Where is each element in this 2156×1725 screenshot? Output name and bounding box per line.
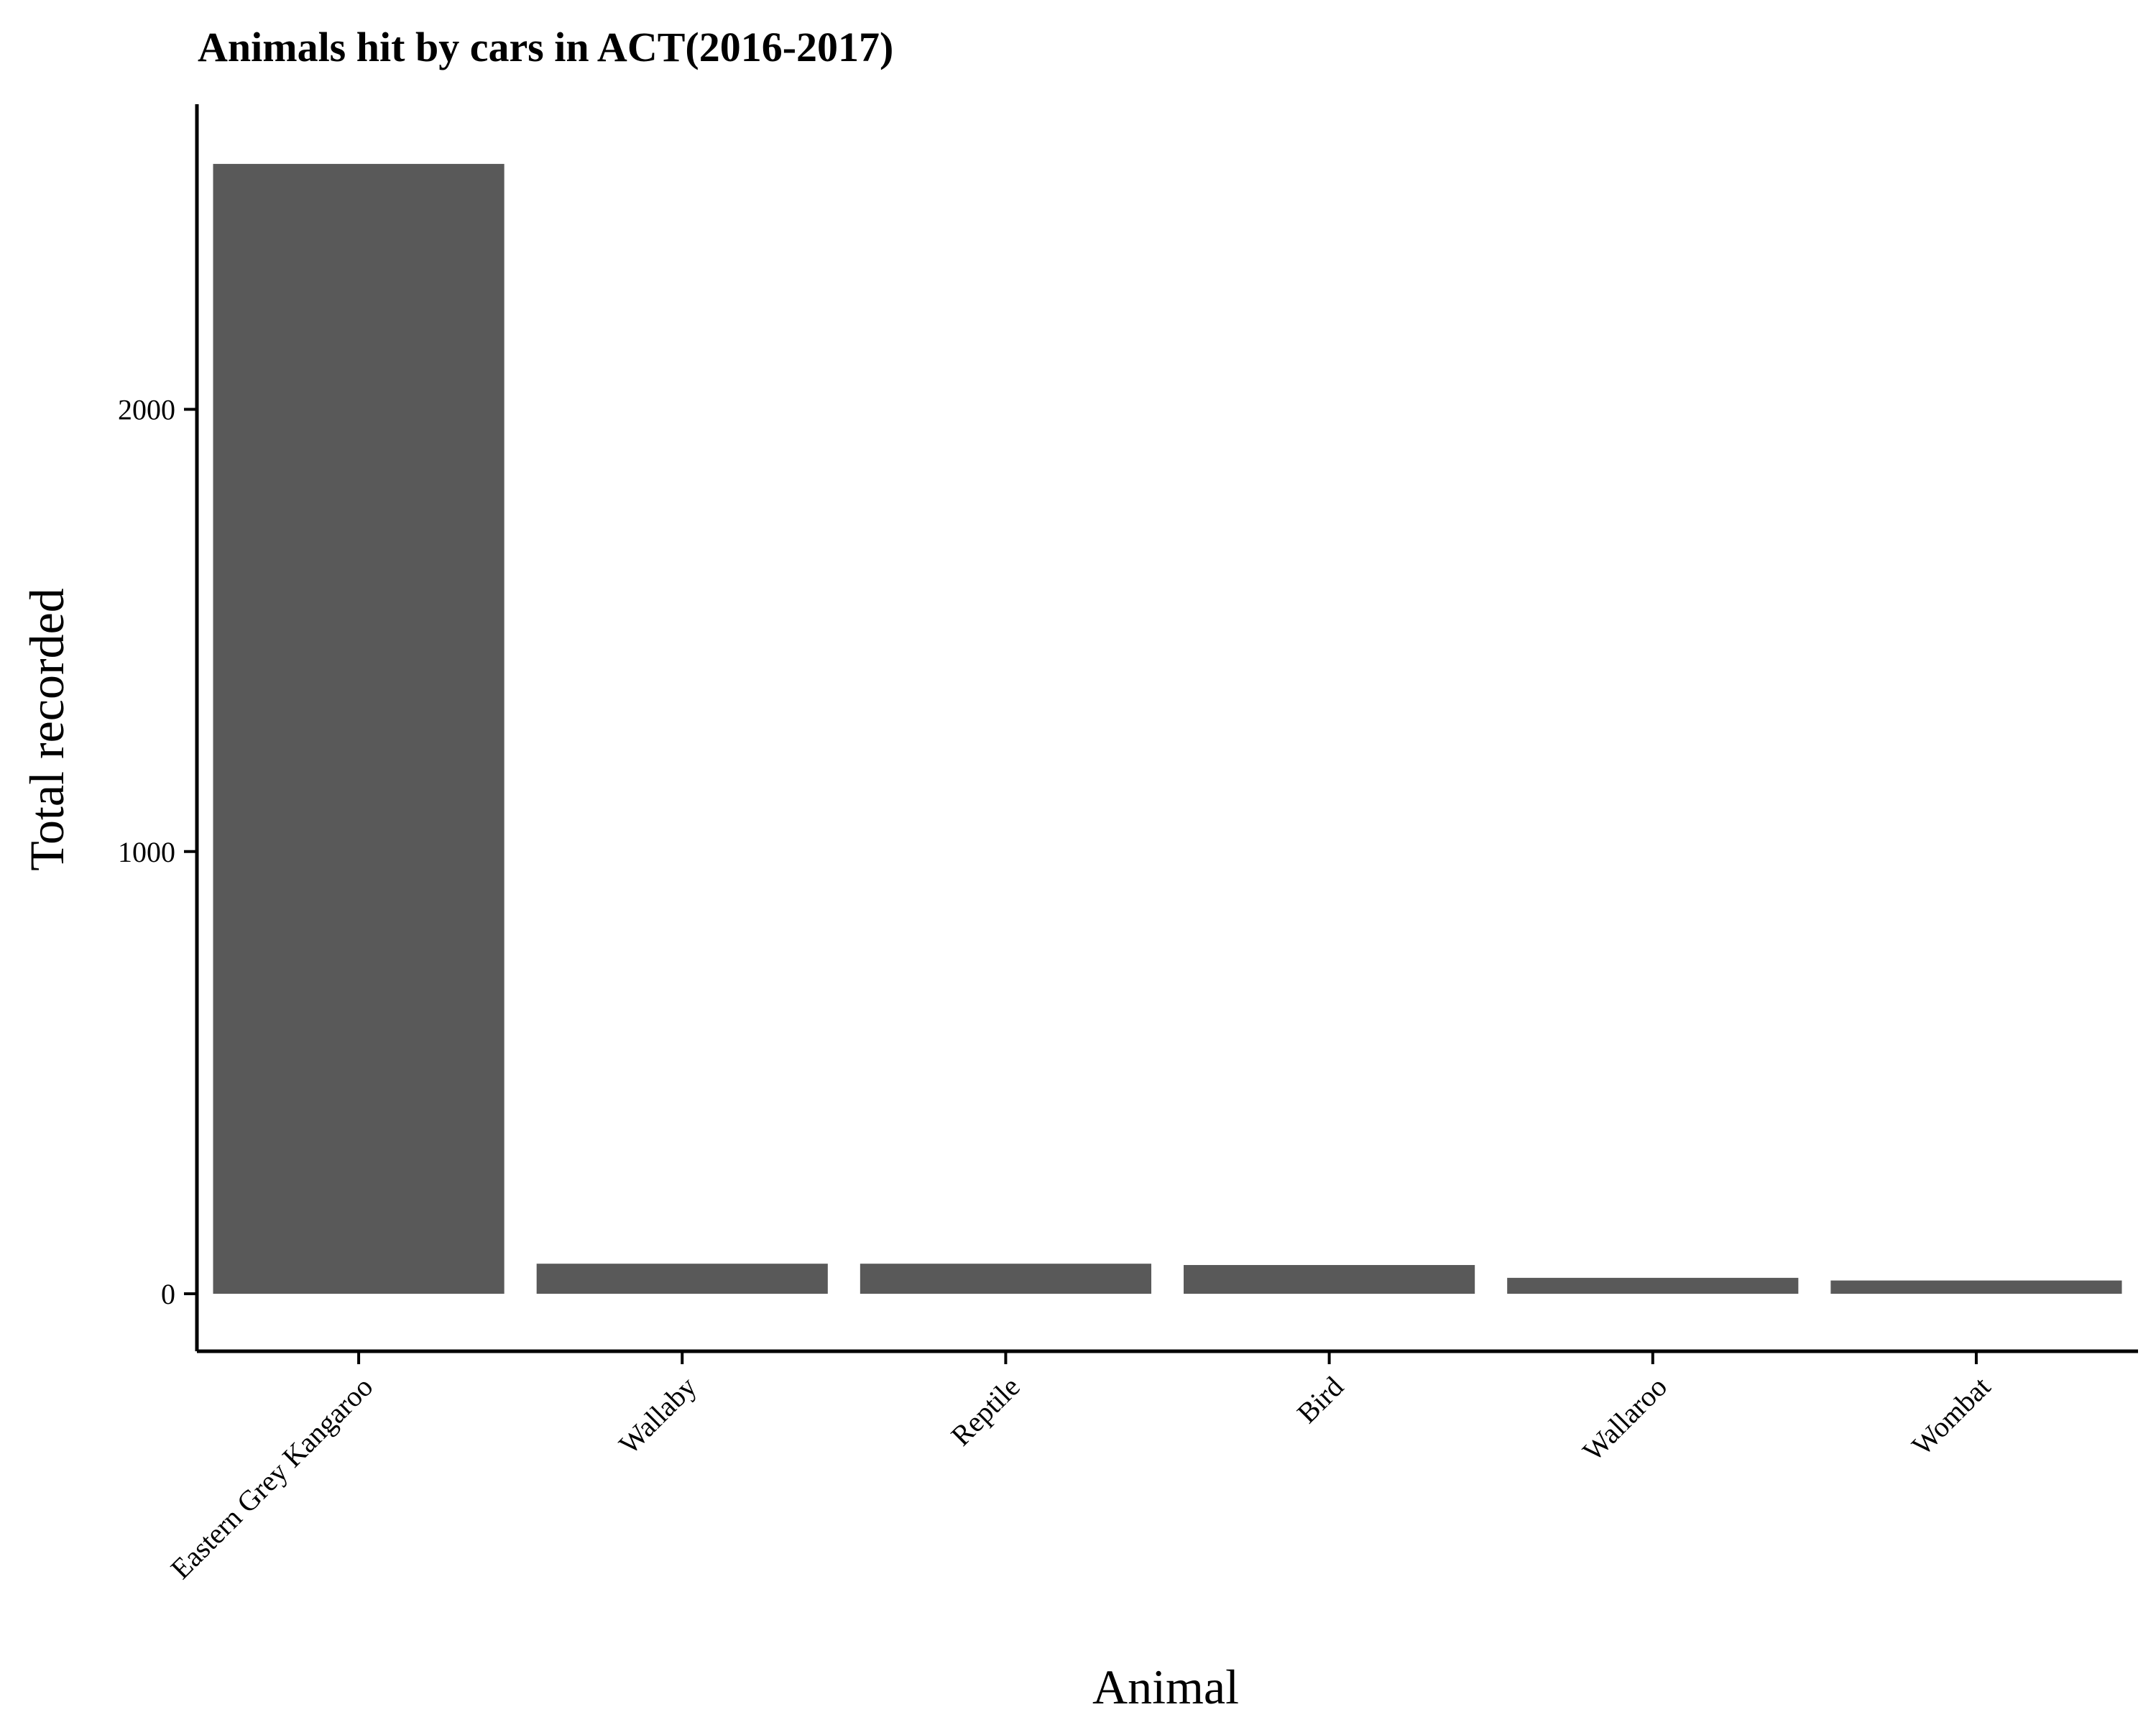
- bar: [1830, 1280, 2122, 1294]
- x-tick-label: Reptile: [944, 1371, 1026, 1453]
- x-tick-label: Wombat: [1905, 1371, 1996, 1462]
- y-tick-label: 2000: [118, 394, 175, 426]
- x-tick-label: Eastern Grey Kangaroo: [165, 1371, 379, 1586]
- bar: [213, 164, 505, 1294]
- chart-title: Animals hit by cars in ACT(2016-2017): [198, 24, 893, 70]
- x-tick-label: Wallaby: [612, 1371, 702, 1460]
- bar: [1184, 1265, 1475, 1294]
- x-tick-label: Wallaroo: [1576, 1371, 1673, 1468]
- bar: [536, 1264, 828, 1294]
- x-tick-label: Bird: [1291, 1371, 1350, 1430]
- bars-group: [213, 164, 2122, 1294]
- y-axis-title: Total recorded: [19, 588, 74, 871]
- x-axis: Eastern Grey Kangaroo Wallaby Reptile Bird W…: [165, 1349, 2138, 1586]
- bar: [860, 1264, 1151, 1294]
- y-tick-label: 0: [161, 1278, 175, 1310]
- y-tick-label: 1000: [118, 836, 175, 868]
- bar: [1507, 1277, 1799, 1294]
- y-axis: 0 1000 2000: [118, 104, 199, 1351]
- x-axis-title: Animal: [1092, 1660, 1239, 1714]
